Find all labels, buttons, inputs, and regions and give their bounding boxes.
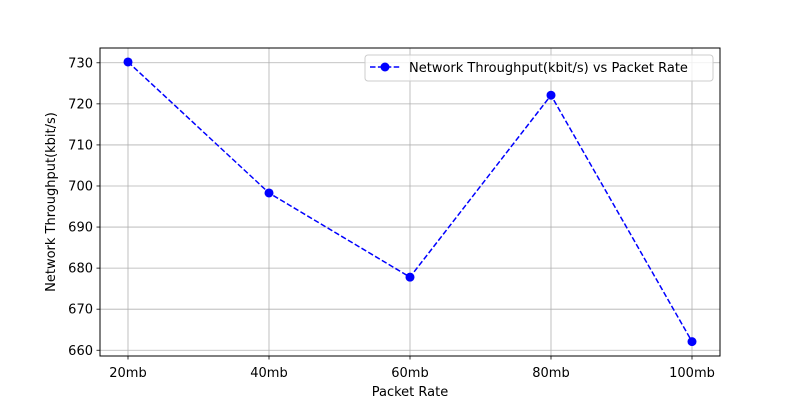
x-tick-label: 100mb xyxy=(669,366,715,381)
y-axis-label: Network Throughput(kbit/s) xyxy=(44,112,59,292)
data-point xyxy=(264,188,274,198)
y-tick-label: 690 xyxy=(68,221,93,236)
x-tick-label: 60mb xyxy=(391,366,428,381)
x-axis-label: Packet Rate xyxy=(372,385,448,400)
y-tick-label: 670 xyxy=(68,303,93,318)
x-tick-label: 20mb xyxy=(109,366,146,381)
axis-ticks: 660 670 680 690 700 710 720 730 20mb 40mb 60mb 80mb… xyxy=(68,56,715,381)
y-tick-label: 720 xyxy=(68,97,93,112)
y-tick-label: 700 xyxy=(68,179,93,194)
grid xyxy=(100,48,720,356)
series-layer xyxy=(123,57,697,347)
legend-marker xyxy=(380,62,390,72)
legend-label: Network Throughput(kbit/s) vs Packet Rat… xyxy=(409,61,688,76)
data-point xyxy=(123,57,133,67)
data-point xyxy=(546,90,556,100)
y-tick-label: 710 xyxy=(68,138,93,153)
x-tick-label: 40mb xyxy=(250,366,287,381)
y-tick-label: 680 xyxy=(68,262,93,277)
data-point xyxy=(687,337,697,347)
x-tick-label: 80mb xyxy=(532,366,569,381)
y-tick-label: 730 xyxy=(68,56,93,71)
data-point xyxy=(405,272,415,282)
legend-box xyxy=(364,54,714,82)
legend: Network Throughput(kbit/s) vs Packet Rat… xyxy=(364,54,714,82)
y-tick-label: 660 xyxy=(68,344,93,359)
